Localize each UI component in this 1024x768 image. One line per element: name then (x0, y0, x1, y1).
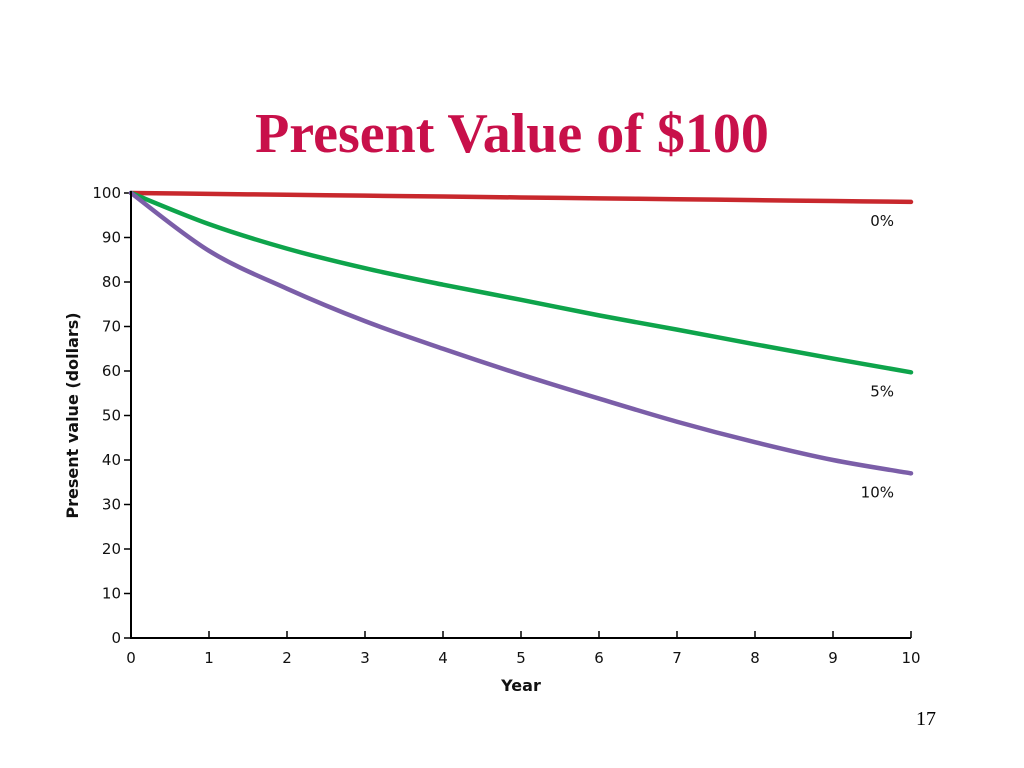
series-line-2 (128, 190, 914, 476)
x-axis-title: Year (500, 676, 541, 695)
x-tick-label: 7 (672, 649, 682, 667)
y-tick-label: 0 (111, 629, 121, 647)
y-axis-title: Present value (dollars) (63, 312, 82, 518)
y-tick-label: 60 (102, 362, 121, 380)
x-tick-label: 5 (516, 649, 526, 667)
x-tick-label: 6 (594, 649, 604, 667)
x-axis-ticks: 0 1 2 3 4 5 6 7 8 9 10 (126, 631, 921, 667)
y-tick-label: 20 (102, 540, 121, 558)
y-tick-label: 100 (92, 184, 121, 202)
x-tick-label: 3 (360, 649, 370, 667)
x-tick-label: 10 (901, 649, 920, 667)
series-label: 10% (861, 483, 894, 501)
series-line-0 (128, 190, 914, 205)
y-tick-label: 70 (102, 318, 121, 336)
x-tick-label: 1 (204, 649, 214, 667)
y-tick-label: 40 (102, 451, 121, 469)
x-tick-label: 0 (126, 649, 136, 667)
y-tick-label: 30 (102, 496, 121, 514)
series-label: 5% (870, 382, 894, 400)
page-number: 17 (916, 708, 936, 730)
x-tick-label: 8 (750, 649, 760, 667)
x-tick-label: 2 (282, 649, 292, 667)
series-label: 0% (870, 212, 894, 230)
x-tick-label: 9 (828, 649, 838, 667)
series-lines (128, 190, 914, 476)
axes (130, 191, 911, 639)
slide-title: Present Value of $100 (255, 103, 769, 165)
y-tick-label: 90 (102, 229, 121, 247)
series-line-1 (128, 190, 914, 375)
series-labels: 0% 5% 10% (861, 212, 894, 501)
y-axis-ticks: 0 10 20 30 40 50 60 70 80 90 100 (92, 184, 131, 647)
y-tick-label: 80 (102, 273, 121, 291)
x-tick-label: 4 (438, 649, 448, 667)
y-tick-label: 10 (102, 585, 121, 603)
y-tick-label: 50 (102, 407, 121, 425)
